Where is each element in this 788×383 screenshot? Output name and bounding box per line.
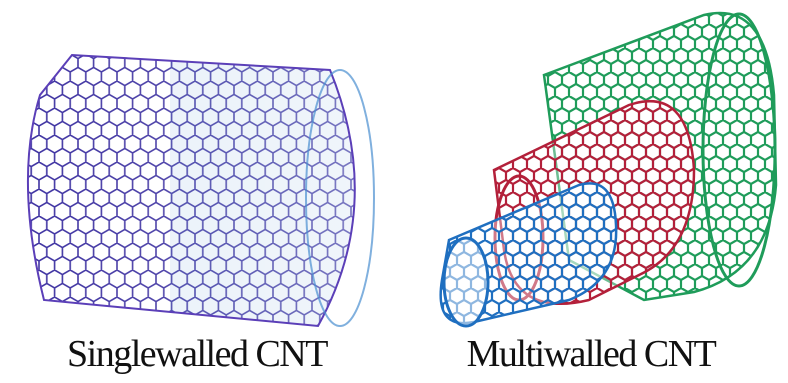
multiwalled-panel: Multiwalled CNT [394,0,788,383]
singlewalled-panel: Singlewalled CNT [26,53,375,375]
singlewalled-nanotube-illustration [26,53,375,328]
multiwalled-nanotube-illustration [439,11,778,328]
single-tube-outline [26,53,356,328]
singlewalled-caption: Singlewalled CNT [67,333,328,375]
multiwalled-caption: Multiwalled CNT [466,333,717,375]
